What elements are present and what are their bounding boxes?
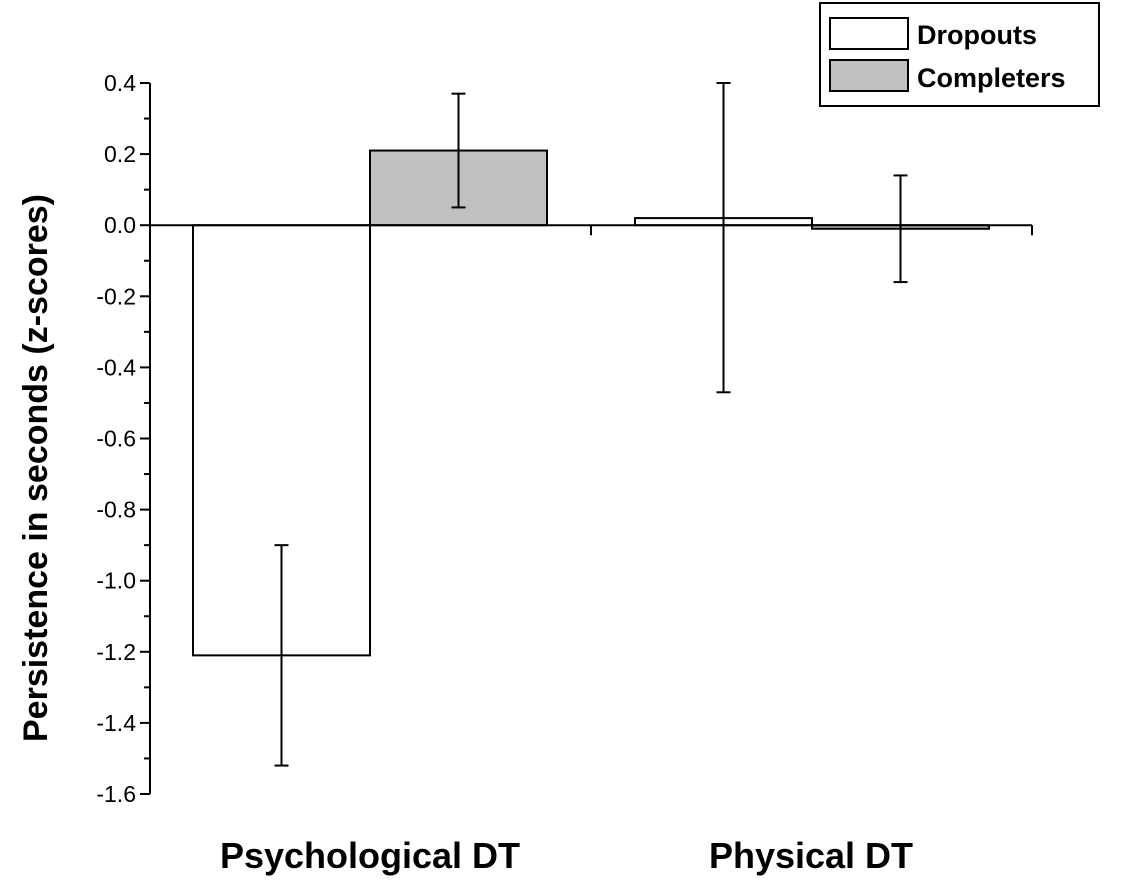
y-axis-title: Persistence in seconds (z-scores)	[17, 194, 55, 742]
y-tick-label: -0.8	[96, 497, 136, 523]
error-bars	[274, 82, 908, 767]
y-tick-label: -0.6	[96, 426, 136, 452]
category-label: Psychological DT	[220, 835, 520, 876]
y-tick-label: -0.2	[96, 283, 136, 309]
y-tick-label: -1.0	[96, 568, 136, 594]
legend-label-completers: Completers	[917, 63, 1066, 93]
category-labels: Psychological DT Physical DT	[220, 835, 913, 876]
y-tick-label: 0.2	[104, 141, 136, 167]
legend-swatch-dropouts	[829, 17, 909, 50]
legend-label-dropouts: Dropouts	[917, 20, 1037, 50]
category-label: Physical DT	[709, 835, 913, 876]
y-tick-label: 0.4	[104, 70, 136, 96]
legend-swatch-completers	[829, 59, 909, 92]
y-tick-label: -0.4	[96, 354, 136, 380]
x-axis	[150, 224, 1033, 236]
y-tick-label: -1.6	[96, 781, 136, 807]
y-tick-label: 0.0	[104, 212, 136, 238]
legend: Dropouts Completers	[819, 2, 1100, 107]
y-tick-label: -1.4	[96, 710, 136, 736]
y-tick-label: -1.2	[96, 639, 136, 665]
y-axis: 0.4 0.2 0.0 -0.2 -0.4 -0.6 -0.8 -1.0 -1.2 -1.4 -1.…	[96, 70, 151, 807]
